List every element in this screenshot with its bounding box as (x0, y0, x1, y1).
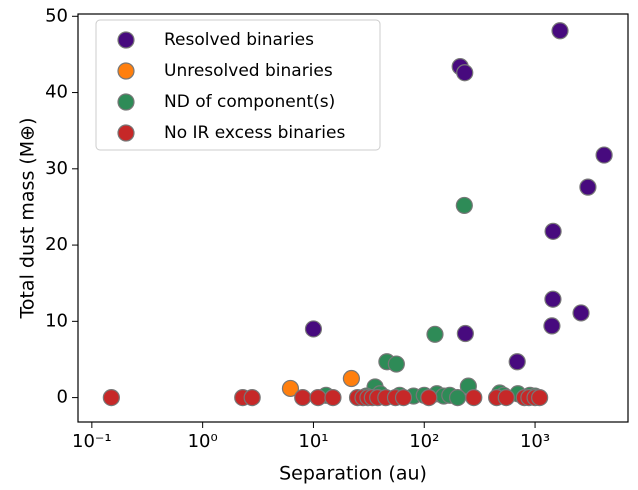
point (420, 388, 438, 407)
point (324, 388, 342, 407)
x-tick-label: 10⁻¹ (72, 431, 112, 452)
point (544, 222, 562, 240)
legend-frame (95, 19, 381, 151)
legend-label: Unresolved binaries (164, 61, 333, 81)
point (531, 388, 549, 407)
point (387, 355, 405, 373)
legend-label: No IR excess binaries (164, 123, 345, 143)
point (572, 304, 590, 322)
point (449, 388, 467, 407)
point (497, 388, 515, 407)
plot-frame (77, 13, 629, 423)
x-tick-label: 10³ (520, 431, 550, 452)
x-tick-label: 10² (409, 431, 439, 452)
point (551, 22, 569, 40)
y-axis-label: Total dust mass (M⊕) (17, 117, 39, 319)
point (309, 388, 327, 407)
y-tick-label: 10 (45, 310, 68, 331)
y-tick-label: 0 (57, 387, 68, 408)
point (304, 320, 323, 338)
y-tick-label: 50 (45, 5, 68, 26)
point (342, 369, 360, 388)
point (543, 317, 561, 335)
x-tick-label: 10¹ (298, 431, 328, 452)
point (579, 178, 597, 196)
point (281, 379, 300, 398)
point (243, 388, 261, 407)
legend-label: Resolved binaries (164, 30, 314, 50)
point (394, 388, 413, 407)
legend: Resolved binaries Unresolved binaries ND o… (95, 19, 381, 151)
point (426, 325, 444, 343)
legend-label: ND of component(s) (164, 92, 335, 112)
legend-marker (117, 93, 135, 111)
point (508, 353, 526, 371)
legend-marker (117, 124, 135, 142)
point (465, 388, 483, 407)
y-tick-label: 40 (45, 82, 68, 103)
point (102, 388, 120, 407)
legend-marker (117, 62, 135, 80)
point (456, 324, 474, 343)
x-axis-label: Separation (au) (279, 463, 427, 485)
point (595, 146, 613, 164)
x-tick-label: 10⁰ (188, 431, 218, 452)
legend-marker (117, 31, 135, 49)
point (294, 388, 312, 407)
point (455, 196, 473, 215)
point (456, 64, 474, 82)
y-tick-label: 20 (45, 234, 68, 255)
y-tick-label: 30 (45, 158, 68, 179)
point (544, 290, 562, 308)
